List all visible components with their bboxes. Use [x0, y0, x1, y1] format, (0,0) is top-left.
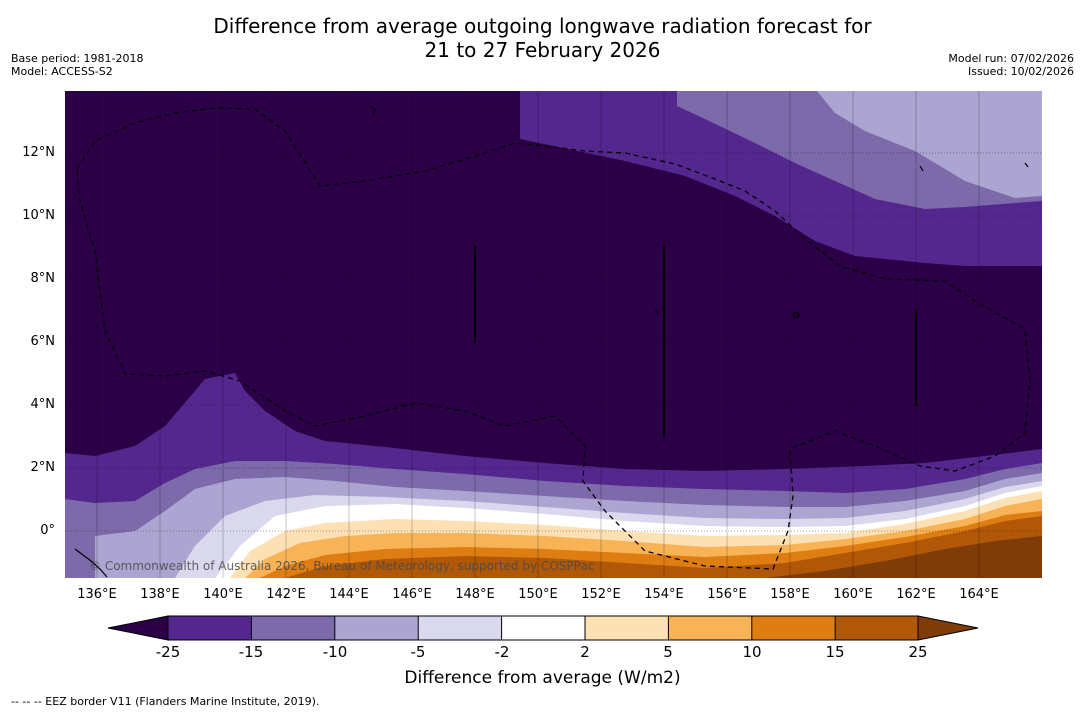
- eez-border: [76, 107, 1031, 570]
- lat-label: 6°N: [30, 334, 56, 349]
- colorbar-tick: 10: [742, 643, 762, 661]
- latitude-lines: [65, 152, 1042, 532]
- lat-label: 12°N: [22, 145, 55, 160]
- copyright-notice: © Commonwealth of Australia 2026, Bureau…: [89, 559, 595, 573]
- colorbar-tick: 5: [663, 643, 673, 661]
- colorbar-tick: -5: [410, 643, 426, 661]
- colorbar-segment: [835, 616, 918, 640]
- map-svg: [65, 91, 1042, 578]
- model-run: Model run: 07/02/2026: [948, 52, 1074, 65]
- lon-label: 136°E: [77, 587, 117, 602]
- lon-label: 152°E: [581, 587, 621, 602]
- title-line-1: Difference from average outgoing longwav…: [213, 14, 872, 38]
- islands: [74, 105, 1029, 578]
- chart-title: Difference from average outgoing longwav…: [0, 14, 1085, 62]
- colorbar-segment: [107, 615, 169, 641]
- meta-right: Model run: 07/02/2026 Issued: 10/02/2026: [948, 52, 1074, 78]
- colorbar-segment: [751, 616, 836, 640]
- colorbar-segment: [501, 616, 585, 640]
- band-10-5-north: [817, 91, 1042, 198]
- colorbar-segment: [585, 616, 669, 640]
- model-name: Model: ACCESS-S2: [11, 65, 113, 78]
- colorbar-dividers: [250, 616, 836, 640]
- band-15-25-south: [285, 516, 1042, 578]
- colorbar-tick: -10: [322, 643, 348, 661]
- lon-label: 140°E: [203, 587, 243, 602]
- lat-label: 10°N: [22, 208, 55, 223]
- lon-label: 146°E: [392, 587, 432, 602]
- colorbar-segment: [334, 616, 419, 640]
- lon-label: 144°E: [329, 587, 369, 602]
- colorbar-tick: 15: [825, 643, 845, 661]
- lon-label: 138°E: [140, 587, 180, 602]
- lon-label: 154°E: [644, 587, 684, 602]
- lon-label: 148°E: [455, 587, 495, 602]
- lat-label: 8°N: [30, 271, 56, 286]
- atoll-marker: [792, 311, 800, 319]
- lon-label: 150°E: [518, 587, 558, 602]
- colorbar-tick: -15: [238, 643, 264, 661]
- lat-label: 2°N: [30, 460, 56, 475]
- colorbar-tick: 2: [580, 643, 590, 661]
- colorbar-segment: [418, 616, 502, 640]
- lon-label: 142°E: [266, 587, 306, 602]
- eez-footnote: -- -- -- EEZ border V11 (Flanders Marine…: [11, 695, 320, 708]
- issued-date: Issued: 10/02/2026: [967, 65, 1074, 78]
- colorbar-tick: -2: [494, 643, 510, 661]
- colorbar-outline: [167, 615, 919, 641]
- colorbar: [107, 615, 979, 641]
- colorbar-label: Difference from average (W/m2): [404, 668, 681, 688]
- colorbar-segment: [668, 616, 752, 640]
- lon-label: 162°E: [896, 587, 936, 602]
- base-period: Base period: 1981-2018: [11, 52, 144, 65]
- lon-label: 160°E: [833, 587, 873, 602]
- lat-label: 0°: [40, 523, 55, 538]
- colorbar-tick: 25: [908, 643, 928, 661]
- colorbar-segment: [917, 615, 979, 641]
- band-gt-25-south: [765, 536, 1042, 578]
- lon-label: 158°E: [770, 587, 810, 602]
- title-line-2: 21 to 27 February 2026: [424, 38, 661, 62]
- lon-label: 156°E: [707, 587, 747, 602]
- meta-left: Base period: 1981-2018 Model: ACCESS-S2: [11, 52, 143, 78]
- olr-anomaly-map: [65, 91, 1042, 578]
- colorbar-segment: [168, 616, 252, 640]
- atoll-ridges: [474, 246, 917, 436]
- lon-label: 164°E: [959, 587, 999, 602]
- lat-label: 4°N: [30, 397, 56, 412]
- colorbar-tick: -25: [155, 643, 181, 661]
- colorbar-segment: [251, 616, 335, 640]
